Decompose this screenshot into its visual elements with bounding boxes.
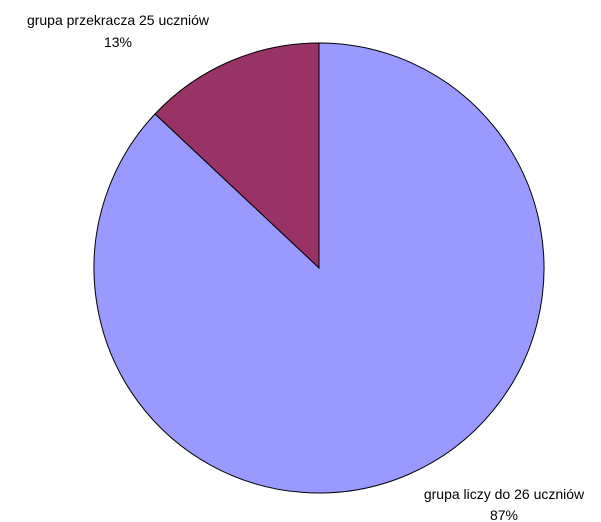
slice-label-1-percent: 87% — [490, 507, 518, 522]
slice-label-0-name: grupa przekracza 25 uczniów — [27, 12, 210, 28]
slice-label-1-name: grupa liczy do 26 uczniów — [424, 486, 585, 502]
slice-label-0-percent: 13% — [104, 34, 132, 50]
pie-slices — [93, 42, 545, 494]
pie-slice-1 — [93, 42, 545, 494]
pie-slice-0 — [154, 42, 320, 270]
